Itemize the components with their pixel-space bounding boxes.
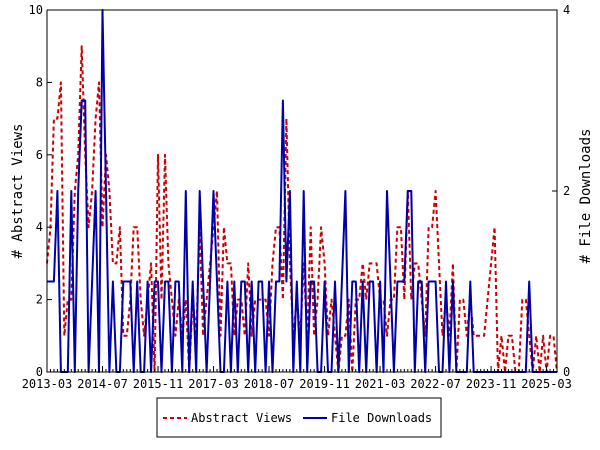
y-left-tick-label: 0 [36, 365, 43, 379]
y-left-tick-label: 10 [29, 3, 43, 17]
x-tick-label: 2013-03 [22, 377, 73, 391]
x-tick-label: 2025-03 [521, 377, 572, 391]
legend-label-file-downloads: File Downloads [331, 411, 432, 425]
x-tick-label: 2019-11 [299, 377, 350, 391]
x-tick-label: 2014-07 [77, 377, 128, 391]
x-tick-label: 2023-11 [466, 377, 517, 391]
x-tick-label: 2022-07 [410, 377, 461, 391]
y-left-tick-label: 6 [36, 148, 43, 162]
x-axis: 2013-03 2014-07 2015-11 2017-03 2018-07 2019-… [22, 366, 572, 391]
y-axis-left: 0 2 4 6 8 10 [29, 3, 52, 379]
y-left-tick-label: 2 [36, 293, 43, 307]
x-tick-label: 2021-03 [355, 377, 406, 391]
x-tick-label: 2017-03 [188, 377, 239, 391]
legend: Abstract Views File Downloads [156, 397, 442, 438]
legend-box [156, 397, 442, 438]
series-line-file-downloads [47, 9, 557, 373]
y-left-tick-label: 8 [36, 75, 43, 89]
x-tick-label: 2015-11 [133, 377, 184, 391]
x-tick-label: 2018-07 [244, 377, 295, 391]
y-axis-left-title: # Abstract Views [10, 124, 26, 259]
y-axis-right: 0 2 4 [552, 3, 570, 379]
y-left-tick-label: 4 [36, 220, 43, 234]
y-right-tick-label: 0 [563, 365, 570, 379]
y-right-tick-label: 2 [563, 184, 570, 198]
plot-lines [46, 9, 558, 373]
legend-label-abstract-views: Abstract Views [191, 411, 292, 425]
y-right-tick-label: 4 [563, 3, 570, 17]
y-axis-right-title: # File Downloads [578, 129, 594, 264]
